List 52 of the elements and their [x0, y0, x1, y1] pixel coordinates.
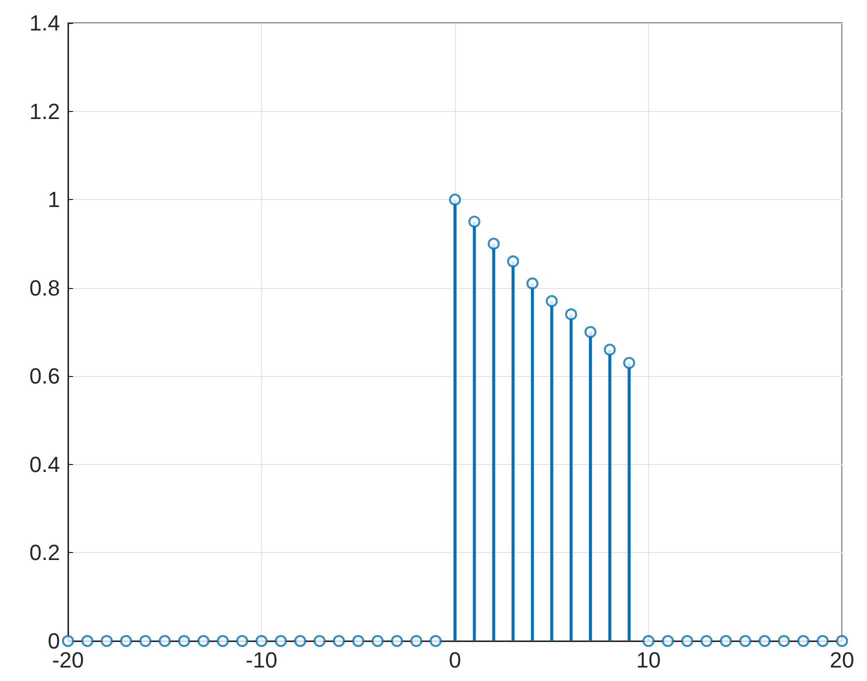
point — [758, 635, 771, 647]
point — [546, 295, 558, 308]
point — [623, 356, 636, 369]
point — [778, 635, 790, 647]
point — [642, 635, 654, 647]
x-tick-label: 10 — [636, 648, 661, 672]
y-tick-label: 0.6 — [29, 364, 60, 389]
point — [158, 635, 171, 647]
point — [449, 194, 461, 206]
point — [372, 635, 384, 647]
point — [488, 238, 500, 250]
point — [332, 635, 345, 647]
point — [507, 255, 520, 268]
point — [294, 635, 306, 647]
point — [352, 635, 364, 647]
x-tick-label: 0 — [448, 648, 462, 672]
point — [256, 635, 268, 647]
point — [739, 635, 752, 647]
point — [216, 635, 229, 647]
point — [197, 635, 210, 647]
point — [468, 216, 480, 228]
y-tick-label: 0.2 — [29, 540, 60, 566]
point — [81, 635, 94, 647]
y-tick-label: 1.4 — [29, 10, 60, 36]
point — [584, 326, 596, 338]
point — [236, 635, 248, 647]
point — [526, 277, 538, 290]
point — [700, 635, 713, 647]
point — [681, 635, 694, 647]
point — [797, 635, 810, 647]
y-tick-label: 1.2 — [29, 98, 60, 124]
point — [178, 635, 190, 647]
point — [430, 635, 442, 647]
point — [62, 635, 74, 647]
y-tick-label: 1 — [48, 187, 60, 212]
point — [390, 635, 403, 647]
point — [836, 635, 848, 647]
point — [604, 344, 616, 356]
x-tick-label: -10 — [246, 648, 278, 672]
point — [410, 635, 422, 647]
point — [120, 635, 132, 647]
y-tick-label: 0.4 — [29, 452, 60, 477]
point — [662, 635, 674, 647]
x-tick-label: 20 — [830, 648, 854, 672]
point — [565, 308, 578, 320]
point — [274, 635, 287, 647]
point — [100, 635, 113, 647]
point — [816, 635, 829, 647]
y-tick-label: 0.8 — [29, 275, 60, 300]
point — [720, 635, 732, 647]
point — [139, 635, 152, 647]
point — [314, 635, 326, 647]
